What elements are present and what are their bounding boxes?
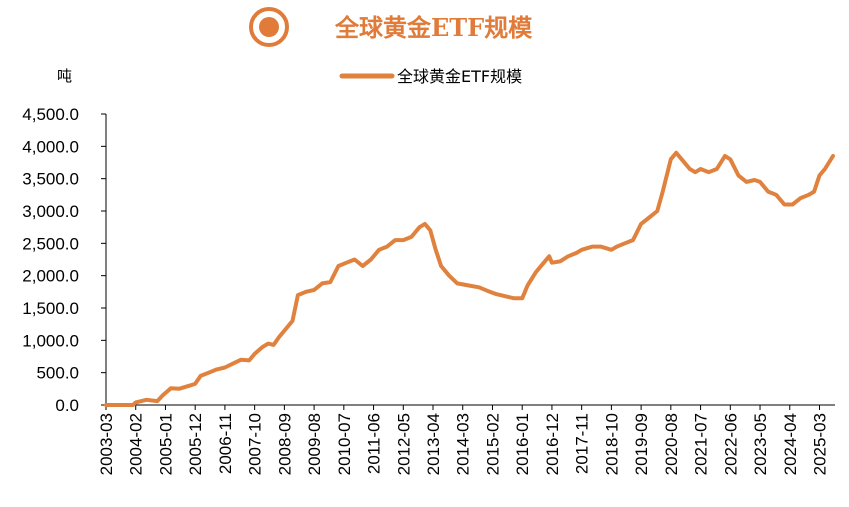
- x-tick-label: 2007-10: [246, 413, 265, 475]
- x-tick-label: 2022-06: [721, 413, 740, 475]
- chart-title: 全球黄金ETF规模: [335, 13, 533, 42]
- x-tick-label: 2015-02: [483, 413, 502, 475]
- x-tick-label: 2019-09: [632, 413, 651, 475]
- y-tick-label: 1,000.0: [22, 331, 79, 350]
- x-tick-label: 2016-01: [513, 413, 532, 475]
- y-tick-label: 500.0: [36, 364, 79, 383]
- x-tick-label: 2024-04: [781, 413, 800, 475]
- series-group: [104, 150, 835, 407]
- x-tick-label: 2010-07: [335, 413, 354, 475]
- x-tick-label: 2008-09: [275, 413, 294, 475]
- x-tick-label: 2013-04: [424, 413, 443, 475]
- x-tick-label: 2014-03: [454, 413, 473, 475]
- legend-label: 全球黄金ETF规模: [397, 67, 522, 86]
- x-tick-label: 2018-10: [602, 413, 621, 475]
- y-tick-label: 4,500.0: [22, 105, 79, 124]
- y-tick-label: 0.0: [55, 396, 79, 415]
- x-axis-ticks: 2003-03 2004-02 2005-01 2005-12 2006-11 2007-…: [97, 405, 829, 475]
- y-axis-unit: 吨: [57, 67, 72, 85]
- x-tick-label: 2021-07: [692, 413, 711, 475]
- axes: [105, 114, 835, 406]
- x-tick-label: 2006-11: [216, 413, 235, 474]
- x-tick-label: 2016-12: [543, 413, 562, 475]
- x-tick-label: 2023-05: [751, 413, 770, 475]
- line-chart: 吨 全球黄金ETF规模 4,500.0 4,000.0 3,500.0 3,000.0…: [22, 67, 835, 475]
- x-tick-label: 2020-08: [662, 413, 681, 475]
- x-tick-label: 2011-06: [365, 413, 384, 474]
- x-tick-label: 2004-02: [127, 413, 146, 475]
- x-tick-label: 2005-12: [186, 413, 205, 475]
- x-tick-label: 2005-01: [156, 413, 175, 475]
- y-tick-label: 2,000.0: [22, 267, 79, 286]
- y-tick-label: 3,500.0: [22, 170, 79, 189]
- x-tick-label: 2012-05: [394, 413, 413, 475]
- y-tick-label: 2,500.0: [22, 234, 79, 253]
- chart-header: 全球黄金ETF规模: [0, 0, 849, 52]
- series-line-global-gold-etf: [104, 150, 835, 407]
- y-tick-label: 4,000.0: [22, 137, 79, 156]
- x-tick-label: 2025-03: [810, 413, 829, 475]
- x-tick-label: 2017-11: [573, 413, 592, 474]
- x-tick-label: 2003-03: [97, 413, 116, 475]
- y-tick-label: 1,500.0: [22, 299, 79, 318]
- target-circle-icon: [249, 7, 289, 47]
- y-axis-ticks: 4,500.0 4,000.0 3,500.0 3,000.0 2,500.0 2,000…: [22, 105, 106, 415]
- legend: 全球黄金ETF规模: [339, 67, 522, 86]
- y-tick-label: 3,000.0: [22, 202, 79, 221]
- x-tick-label: 2009-08: [305, 413, 324, 475]
